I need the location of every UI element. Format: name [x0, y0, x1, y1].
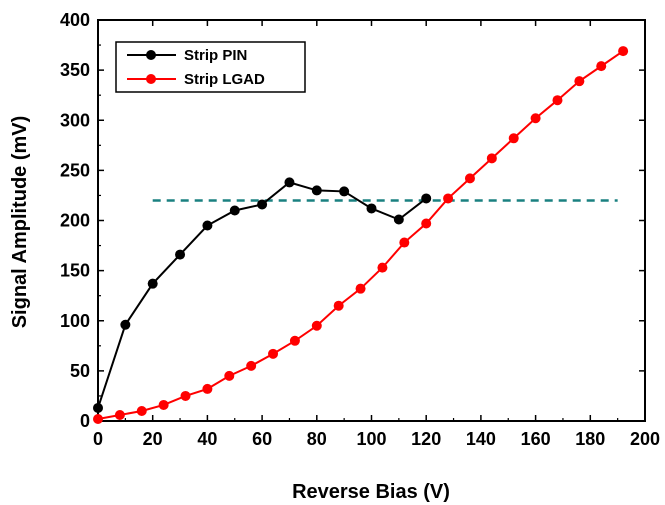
- data-point-strip-lgad: [618, 46, 629, 57]
- x-axis-title: Reverse Bias (V): [292, 481, 450, 503]
- data-point-strip-pin: [229, 205, 240, 216]
- data-point-strip-lgad: [574, 76, 585, 87]
- y-tick-label: 250: [60, 160, 90, 180]
- data-point-strip-pin: [257, 199, 268, 210]
- data-point-strip-lgad: [552, 95, 563, 106]
- data-point-strip-lgad: [421, 218, 432, 229]
- data-point-strip-lgad: [93, 413, 103, 424]
- x-tick-label: 100: [356, 429, 386, 449]
- data-point-strip-lgad: [464, 173, 475, 184]
- data-point-strip-lgad: [377, 262, 388, 273]
- data-point-strip-lgad: [158, 399, 169, 410]
- x-tick-label: 200: [630, 429, 660, 449]
- y-tick-label: 300: [60, 110, 90, 130]
- series-line-strip-pin: [97, 181, 427, 409]
- plot-area: 0 20 40 60 80 100 120 140 160 180 200 0 50 100 150 200 2…: [60, 10, 660, 449]
- legend-marker-strip-pin: [146, 50, 156, 60]
- x-tick-label: 40: [197, 429, 217, 449]
- data-point-strip-pin: [393, 214, 404, 225]
- x-tick-label: 60: [252, 429, 272, 449]
- data-point-strip-lgad: [224, 370, 235, 381]
- series-line-strip-lgad: [97, 50, 624, 420]
- data-point-strip-pin: [366, 203, 377, 214]
- data-point-strip-lgad: [399, 237, 410, 248]
- data-point-strip-pin: [339, 186, 350, 197]
- data-point-strip-pin: [284, 177, 295, 188]
- data-point-strip-lgad: [268, 348, 279, 359]
- data-point-strip-lgad: [136, 405, 147, 416]
- data-point-strip-lgad: [443, 193, 454, 204]
- x-tick-label: 0: [93, 429, 103, 449]
- y-tick-label: 100: [60, 311, 90, 331]
- data-point-strip-lgad: [508, 133, 519, 144]
- y-tick-label: 400: [60, 10, 90, 30]
- x-tick-label: 120: [411, 429, 441, 449]
- data-point-strip-lgad: [114, 409, 125, 420]
- y-tick-label: 200: [60, 211, 90, 231]
- legend: Strip PIN Strip LGAD: [115, 41, 306, 93]
- data-point-strip-pin: [421, 193, 432, 204]
- data-point-strip-lgad: [311, 320, 322, 331]
- y-tick-label: 350: [60, 60, 90, 80]
- data-point-strip-pin: [175, 249, 186, 260]
- y-tick-label: 50: [70, 361, 90, 381]
- x-tick-label: 80: [307, 429, 327, 449]
- data-point-strip-lgad: [486, 153, 497, 164]
- y-axis-title: Signal Amplitude (mV): [9, 116, 31, 329]
- data-point-strip-pin: [120, 319, 131, 330]
- y-tick-label: 150: [60, 261, 90, 281]
- data-point-strip-pin: [93, 402, 103, 413]
- x-tick-label: 20: [143, 429, 163, 449]
- legend-marker-strip-lgad: [146, 74, 156, 84]
- x-tick-label: 140: [466, 429, 496, 449]
- data-point-strip-lgad: [246, 360, 257, 371]
- data-point-strip-pin: [202, 220, 213, 231]
- x-tick-label: 180: [575, 429, 605, 449]
- data-point-strip-lgad: [596, 61, 607, 72]
- data-point-strip-pin: [311, 185, 322, 196]
- legend-label-strip-lgad: Strip LGAD: [184, 71, 265, 88]
- data-point-strip-pin: [147, 278, 158, 289]
- data-point-strip-lgad: [180, 390, 191, 401]
- y-tick-label: 0: [80, 411, 90, 431]
- data-point-strip-lgad: [289, 335, 300, 346]
- data-point-strip-lgad: [530, 113, 541, 124]
- legend-box: [115, 41, 306, 93]
- data-point-strip-lgad: [355, 283, 366, 294]
- data-point-strip-lgad: [333, 300, 344, 311]
- legend-label-strip-pin: Strip PIN: [184, 47, 247, 64]
- data-point-strip-lgad: [202, 383, 213, 394]
- x-tick-label: 160: [521, 429, 551, 449]
